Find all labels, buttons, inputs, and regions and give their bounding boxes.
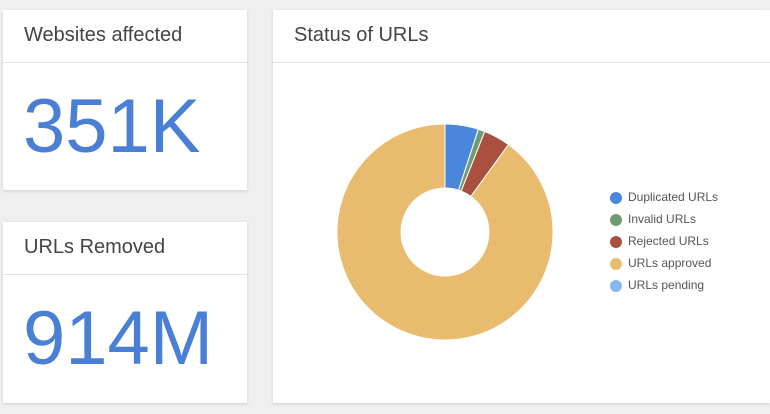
card-value: 351K xyxy=(23,84,201,169)
chart-title: Status of URLs xyxy=(273,10,770,63)
legend-swatch xyxy=(610,236,622,248)
legend-swatch xyxy=(610,214,622,226)
stat-card: Websites affected 351K xyxy=(3,10,247,190)
chart: Duplicated URLs Invalid URLs Rejected URLs… xyxy=(336,123,718,341)
stat-card: URLs Removed 914M xyxy=(3,222,247,403)
legend-label: Invalid URLs xyxy=(628,212,696,226)
card-title: URLs Removed xyxy=(3,222,247,275)
legend-swatch xyxy=(610,280,622,292)
donut-slice xyxy=(336,123,554,341)
card-value: 914M xyxy=(23,296,214,381)
legend-label: URLs pending xyxy=(628,278,704,292)
legend-swatch xyxy=(610,258,622,270)
legend-swatch xyxy=(610,192,622,204)
legend-label: Rejected URLs xyxy=(628,234,709,248)
legend-label: URLs approved xyxy=(628,256,711,270)
card-title: Websites affected xyxy=(3,10,247,63)
legend-label: Duplicated URLs xyxy=(628,190,718,204)
chart-card: Status of URLs Duplicated URLs Invalid UR… xyxy=(273,10,770,403)
